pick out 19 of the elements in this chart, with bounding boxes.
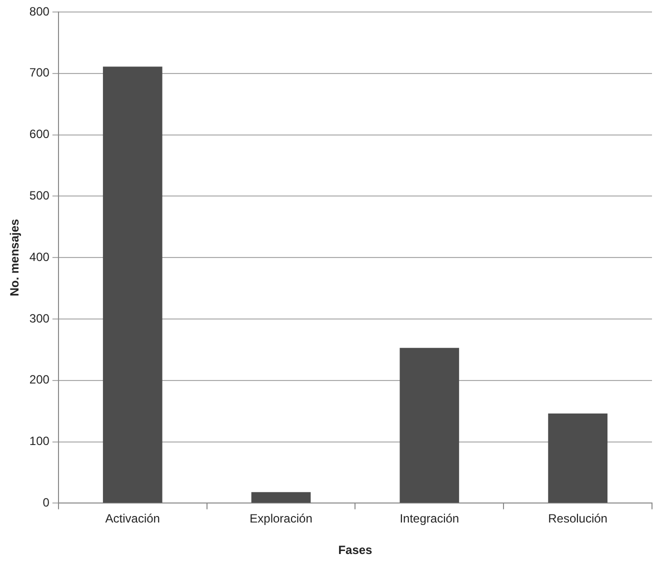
y-tick-label: 100 [29, 434, 50, 448]
bar [548, 414, 608, 503]
x-axis-title: Fases [338, 543, 373, 558]
x-tick-label: Exploración [250, 512, 312, 526]
y-tick-label: 500 [29, 188, 50, 203]
y-tick-label: 600 [29, 127, 50, 142]
y-tick-label: 0 [42, 496, 50, 510]
y-tick-label: 800 [29, 4, 50, 18]
bar [102, 66, 162, 503]
y-tick-label: 400 [29, 250, 50, 264]
y-tick-label: 700 [29, 66, 50, 80]
y-axis-title: No. mensajes [8, 218, 22, 296]
bar [400, 348, 460, 503]
x-tick-label: Integración [400, 512, 460, 526]
y-tick-label: 300 [29, 311, 50, 326]
x-tick-label: Resolución [548, 512, 608, 526]
y-tick-label: 200 [29, 372, 50, 387]
bar [251, 492, 311, 503]
x-tick-label: Activación [105, 512, 160, 526]
